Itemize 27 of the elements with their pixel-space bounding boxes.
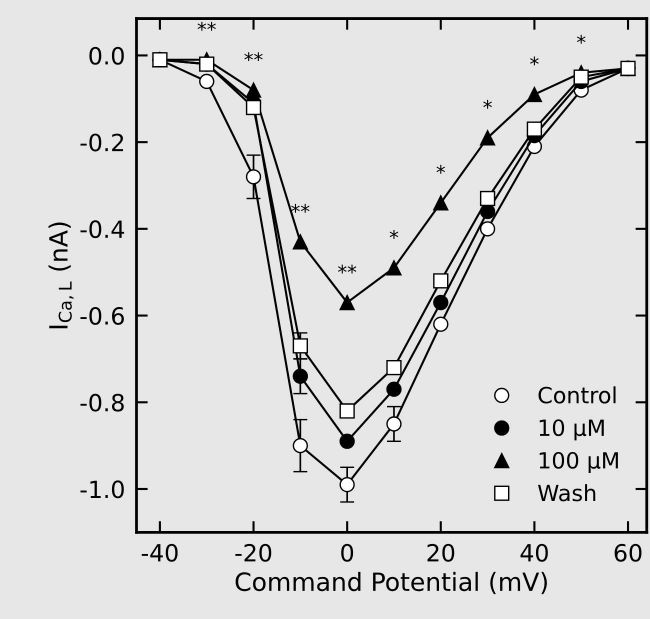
y-tick-label: -1.0 <box>80 480 124 498</box>
annotation: ** <box>291 204 310 213</box>
y-tick-label: -0.6 <box>80 307 124 325</box>
annotation: * <box>530 56 539 66</box>
annotation: * <box>576 34 586 44</box>
legend-label: Wash <box>538 484 596 502</box>
x-tick-label: 60 <box>614 544 642 562</box>
annotation: ** <box>244 52 263 62</box>
annotation: * <box>390 230 398 239</box>
annotation: * <box>483 100 492 109</box>
annotation: ** <box>338 264 356 274</box>
annotation: * <box>436 164 446 174</box>
x-axis-title: Command Potential (mV) <box>236 572 547 594</box>
annotation: ** <box>198 22 216 31</box>
x-tick-label: 0 <box>341 544 354 562</box>
y-tick-label: -0.2 <box>80 134 124 152</box>
x-tick-label: 40 <box>520 544 548 562</box>
y-tick-label: -0.8 <box>80 394 124 412</box>
legend-label: 100 µM <box>540 452 618 474</box>
legend-label: Control <box>538 386 616 404</box>
x-tick-label: -40 <box>142 544 178 562</box>
legend-label: 10 µM <box>540 419 604 440</box>
y-axis-title: I$_{Ca,L}$ (nA) <box>48 222 74 328</box>
y-tick-label: -0.4 <box>80 220 124 238</box>
y-tick-label: 0.0 <box>89 46 124 65</box>
x-tick-label: -20 <box>235 544 272 562</box>
x-tick-label: 20 <box>427 544 454 562</box>
